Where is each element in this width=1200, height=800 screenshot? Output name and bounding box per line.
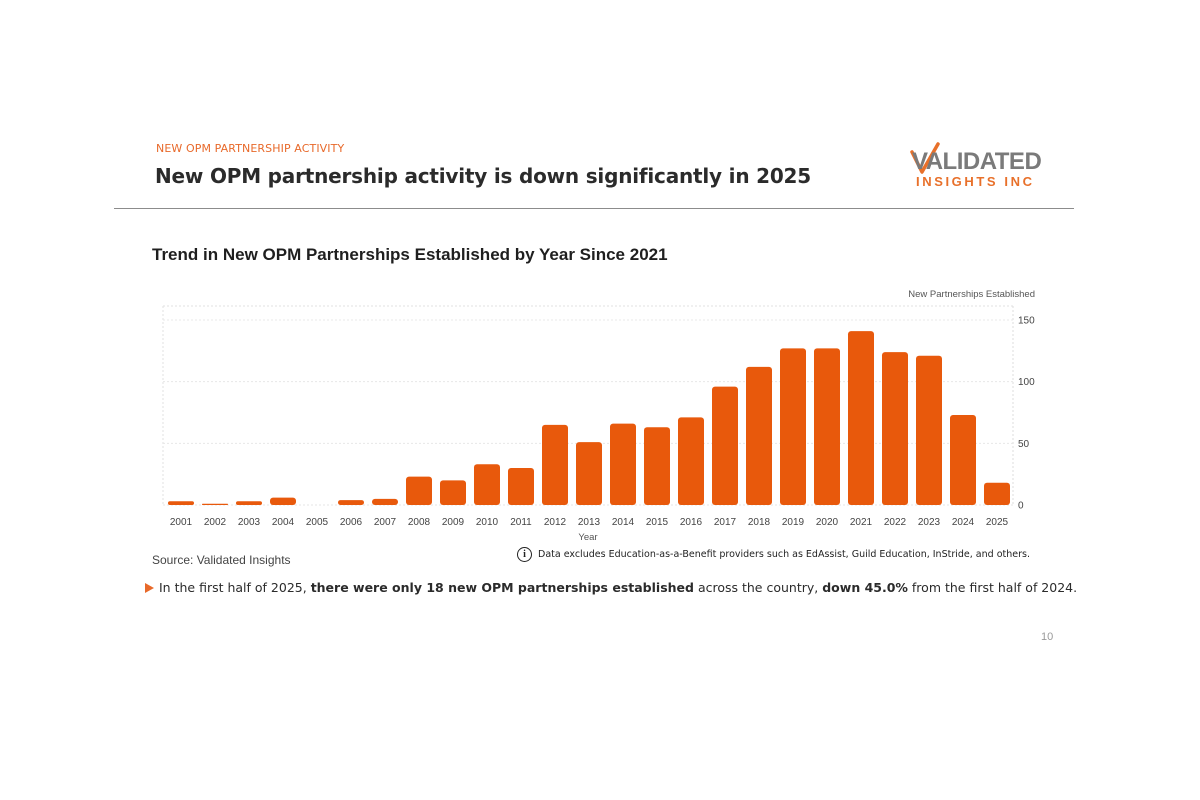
- page-headline: New OPM partnership activity is down sig…: [155, 164, 811, 188]
- bar-2021: [848, 331, 874, 505]
- bar-2006: [338, 500, 364, 505]
- x-tick-label: 2014: [612, 517, 635, 528]
- info-icon: i: [517, 547, 532, 562]
- ticks-layer: 0 50 100 150 2001 2002 2003 2004 2005 2006 2007 200…: [170, 316, 1035, 529]
- bar-2008: [406, 476, 432, 505]
- y-axis-title: New Partnerships Established: [908, 289, 1035, 300]
- logo-wordmark-top: VALIDATED: [912, 148, 1042, 175]
- takeaway-text-3: from the first half of 2024.: [907, 580, 1078, 595]
- x-tick-label: 2021: [850, 517, 873, 528]
- bar-2018: [746, 366, 772, 505]
- y-tick-label: 50: [1018, 439, 1030, 450]
- bar-2003: [236, 501, 262, 505]
- x-tick-label: 2024: [952, 517, 975, 528]
- bars-layer: [168, 331, 1010, 505]
- data-note: i Data excludes Education-as-a-Benefit p…: [517, 547, 1030, 562]
- bar-2012: [542, 424, 568, 505]
- x-tick-label: 2016: [680, 517, 703, 528]
- bar-2020: [814, 348, 840, 505]
- x-tick-label: 2007: [374, 517, 397, 528]
- x-tick-label: 2019: [782, 517, 805, 528]
- bar-2002: [202, 503, 228, 505]
- x-tick-label: 2005: [306, 517, 329, 528]
- key-takeaway: In the first half of 2025, there were on…: [145, 580, 1077, 595]
- bar-2014: [610, 423, 636, 505]
- bar-2004: [270, 497, 296, 505]
- x-tick-label: 2008: [408, 517, 431, 528]
- x-tick-label: 2022: [884, 517, 907, 528]
- x-tick-label: 2013: [578, 517, 601, 528]
- bar-2007: [372, 498, 398, 505]
- x-tick-label: 2025: [986, 517, 1009, 528]
- bar-2015: [644, 427, 670, 505]
- x-tick-label: 2009: [442, 517, 465, 528]
- bar-2024: [950, 414, 976, 505]
- bar-2011: [508, 468, 534, 505]
- bullet-arrow-icon: [145, 582, 154, 593]
- x-tick-label: 2011: [510, 517, 532, 528]
- takeaway-text-1: In the first half of 2025,: [159, 580, 311, 595]
- x-tick-label: 2010: [476, 517, 499, 528]
- bar-2013: [576, 442, 602, 505]
- x-tick-label: 2020: [816, 517, 839, 528]
- x-tick-label: 2018: [748, 517, 771, 528]
- header-divider: [114, 208, 1074, 209]
- x-tick-label: 2015: [646, 517, 669, 528]
- bar-2016: [678, 417, 704, 505]
- bar-2017: [712, 386, 738, 505]
- bar-2022: [882, 352, 908, 505]
- x-tick-label: 2017: [714, 517, 737, 528]
- takeaway-bold-2: down 45.0%: [822, 580, 908, 595]
- source-label: Source: Validated Insights: [152, 553, 291, 567]
- x-tick-label: 2001: [170, 517, 193, 528]
- chart-title: Trend in New OPM Partnerships Establishe…: [152, 245, 668, 264]
- bar-2019: [780, 348, 806, 505]
- bar-2023: [916, 355, 942, 505]
- company-logo: VALIDATED INSIGHTS INC: [910, 142, 1060, 192]
- logo-wordmark-bottom: INSIGHTS INC: [916, 174, 1035, 189]
- data-note-text: Data excludes Education-as-a-Benefit pro…: [538, 549, 1030, 560]
- x-tick-label: 2002: [204, 517, 227, 528]
- x-tick-label: 2006: [340, 517, 363, 528]
- x-tick-label: 2012: [544, 517, 567, 528]
- section-eyebrow: NEW OPM PARTNERSHIP ACTIVITY: [156, 142, 345, 155]
- x-axis-title: Year: [578, 532, 597, 543]
- x-tick-label: 2003: [238, 517, 261, 528]
- takeaway-bold-1: there were only 18 new OPM partnerships …: [310, 580, 694, 595]
- takeaway-text-2: across the country,: [693, 580, 823, 595]
- y-tick-label: 150: [1018, 316, 1035, 327]
- bar-2001: [168, 501, 194, 505]
- y-tick-label: 0: [1018, 501, 1024, 512]
- bar-2010: [474, 464, 500, 505]
- bar-2025: [984, 482, 1010, 505]
- bar-2009: [440, 480, 466, 505]
- x-tick-label: 2023: [918, 517, 941, 528]
- logo-check-icon: [910, 142, 940, 174]
- page-number: 10: [1041, 631, 1054, 643]
- x-tick-label: 2004: [272, 517, 295, 528]
- y-tick-label: 100: [1018, 377, 1035, 388]
